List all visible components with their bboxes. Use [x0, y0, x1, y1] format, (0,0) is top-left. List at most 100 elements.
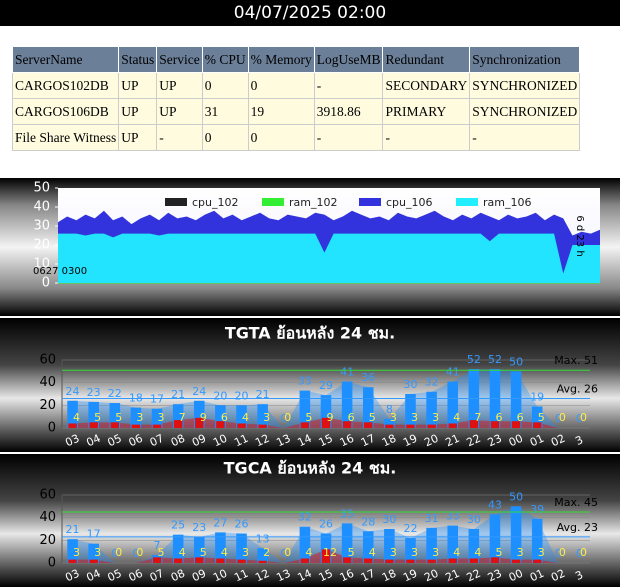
bar — [88, 401, 99, 428]
value-label: 52 — [467, 353, 481, 366]
legend-label: cpu_106 — [386, 196, 433, 209]
bar — [489, 369, 501, 428]
bar — [299, 390, 311, 428]
value-label: 39 — [530, 503, 544, 516]
chart-title: TGCA ย้อนหลัง 24 ชม. — [224, 459, 397, 478]
value-label: 0 — [115, 546, 122, 559]
table-cell: - — [469, 124, 581, 151]
bar — [67, 539, 78, 563]
value-label: 30 — [467, 513, 481, 526]
value-label: 9 — [327, 411, 334, 424]
y-tick-label: 40 — [33, 200, 50, 215]
value-label: 22 — [108, 387, 122, 400]
value-label: 52 — [488, 353, 502, 366]
x-tick-label: 07 — [148, 567, 166, 585]
value-label: 4 — [221, 546, 228, 559]
area-series — [58, 233, 600, 283]
x-tick-label: 04 — [84, 567, 102, 585]
value-label: 0 — [559, 411, 566, 424]
value-label: 31 — [425, 512, 439, 525]
y-tick-label: 20 — [39, 398, 56, 413]
table-cell: UP — [156, 72, 203, 99]
area-series — [72, 369, 580, 428]
value-label: 6 — [221, 411, 228, 424]
bar — [469, 558, 479, 563]
value-label: 3 — [432, 411, 439, 424]
x-tick-label: 00 — [507, 567, 525, 585]
bar — [216, 558, 225, 563]
value-label: 50 — [509, 490, 523, 503]
column-header: Synchronization — [469, 46, 581, 73]
x-tick-label: 19 — [401, 432, 419, 450]
bar — [215, 532, 226, 563]
value-label: 3 — [94, 546, 101, 559]
table-cell: UP — [118, 98, 158, 125]
value-label: 3 — [158, 411, 165, 424]
y-tick-label: 30 — [33, 219, 50, 234]
table-cell: CARGOS102DB — [11, 72, 120, 99]
area-series — [58, 210, 600, 283]
value-label: 6 — [495, 411, 502, 424]
chart-title: TGTA ย้อนหลัง 24 ชม. — [225, 324, 395, 343]
bar — [237, 423, 246, 428]
value-label: 4 — [73, 411, 80, 424]
value-label: 17 — [87, 528, 101, 541]
value-label: 50 — [509, 355, 523, 368]
value-label: 20 — [213, 389, 227, 402]
bar — [364, 558, 373, 563]
bar — [88, 543, 99, 563]
value-label: 8 — [386, 403, 393, 416]
table-cell: 3918.86 — [313, 98, 384, 125]
bar — [468, 369, 480, 428]
y-tick-label: 0 — [48, 421, 56, 436]
bar — [67, 400, 78, 428]
x-tick-label: 17 — [359, 567, 377, 585]
status-table: ServerName Status Service% CPU% Memory LogU… — [11, 46, 581, 151]
column-header: LogUseMB — [313, 46, 384, 73]
bar — [511, 421, 521, 428]
bar — [172, 534, 184, 563]
bar — [426, 391, 437, 428]
bar — [362, 387, 374, 428]
table-cell: SYNCHRONIZED — [469, 98, 581, 125]
x-tick-label: 3 — [573, 433, 585, 448]
value-label: 5 — [158, 546, 165, 559]
bar — [237, 559, 246, 563]
bar — [531, 518, 543, 563]
x-tick-label: 05 — [105, 432, 123, 450]
column-header: Service — [156, 46, 203, 73]
value-label: 26 — [319, 518, 333, 531]
x-tick-label: 20 — [422, 567, 440, 585]
legend-label: ram_102 — [289, 196, 337, 209]
x-tick-label: 20 — [422, 432, 440, 450]
bar — [362, 531, 374, 563]
value-label: 3 — [517, 546, 524, 559]
y-tick-label: 40 — [39, 510, 56, 525]
table-cell: 0 — [201, 124, 249, 151]
value-label: 24 — [66, 385, 80, 398]
area-series — [72, 549, 580, 563]
value-label: 5 — [305, 411, 312, 424]
bar — [195, 557, 204, 563]
bar — [364, 422, 373, 428]
x-tick-label: 22 — [465, 567, 483, 585]
bar — [531, 406, 543, 428]
bar — [216, 421, 225, 428]
bar — [405, 538, 416, 563]
x-tick-label: 10 — [211, 432, 229, 450]
bar — [490, 557, 500, 563]
value-label: 4 — [453, 546, 460, 559]
value-label: 7 — [179, 411, 186, 424]
column-header: % CPU — [201, 46, 249, 73]
x-tick-label: 16 — [338, 567, 356, 585]
bar — [511, 559, 521, 563]
value-label: 25 — [171, 519, 185, 532]
bar — [194, 536, 205, 563]
bar — [385, 424, 394, 428]
x-tick-label: 01 — [528, 567, 546, 585]
y-tick-label: 10 — [33, 257, 50, 272]
legend-swatch — [165, 198, 187, 206]
value-label: 6 — [348, 411, 355, 424]
plot-area — [58, 188, 600, 283]
value-label: 17 — [150, 393, 164, 406]
